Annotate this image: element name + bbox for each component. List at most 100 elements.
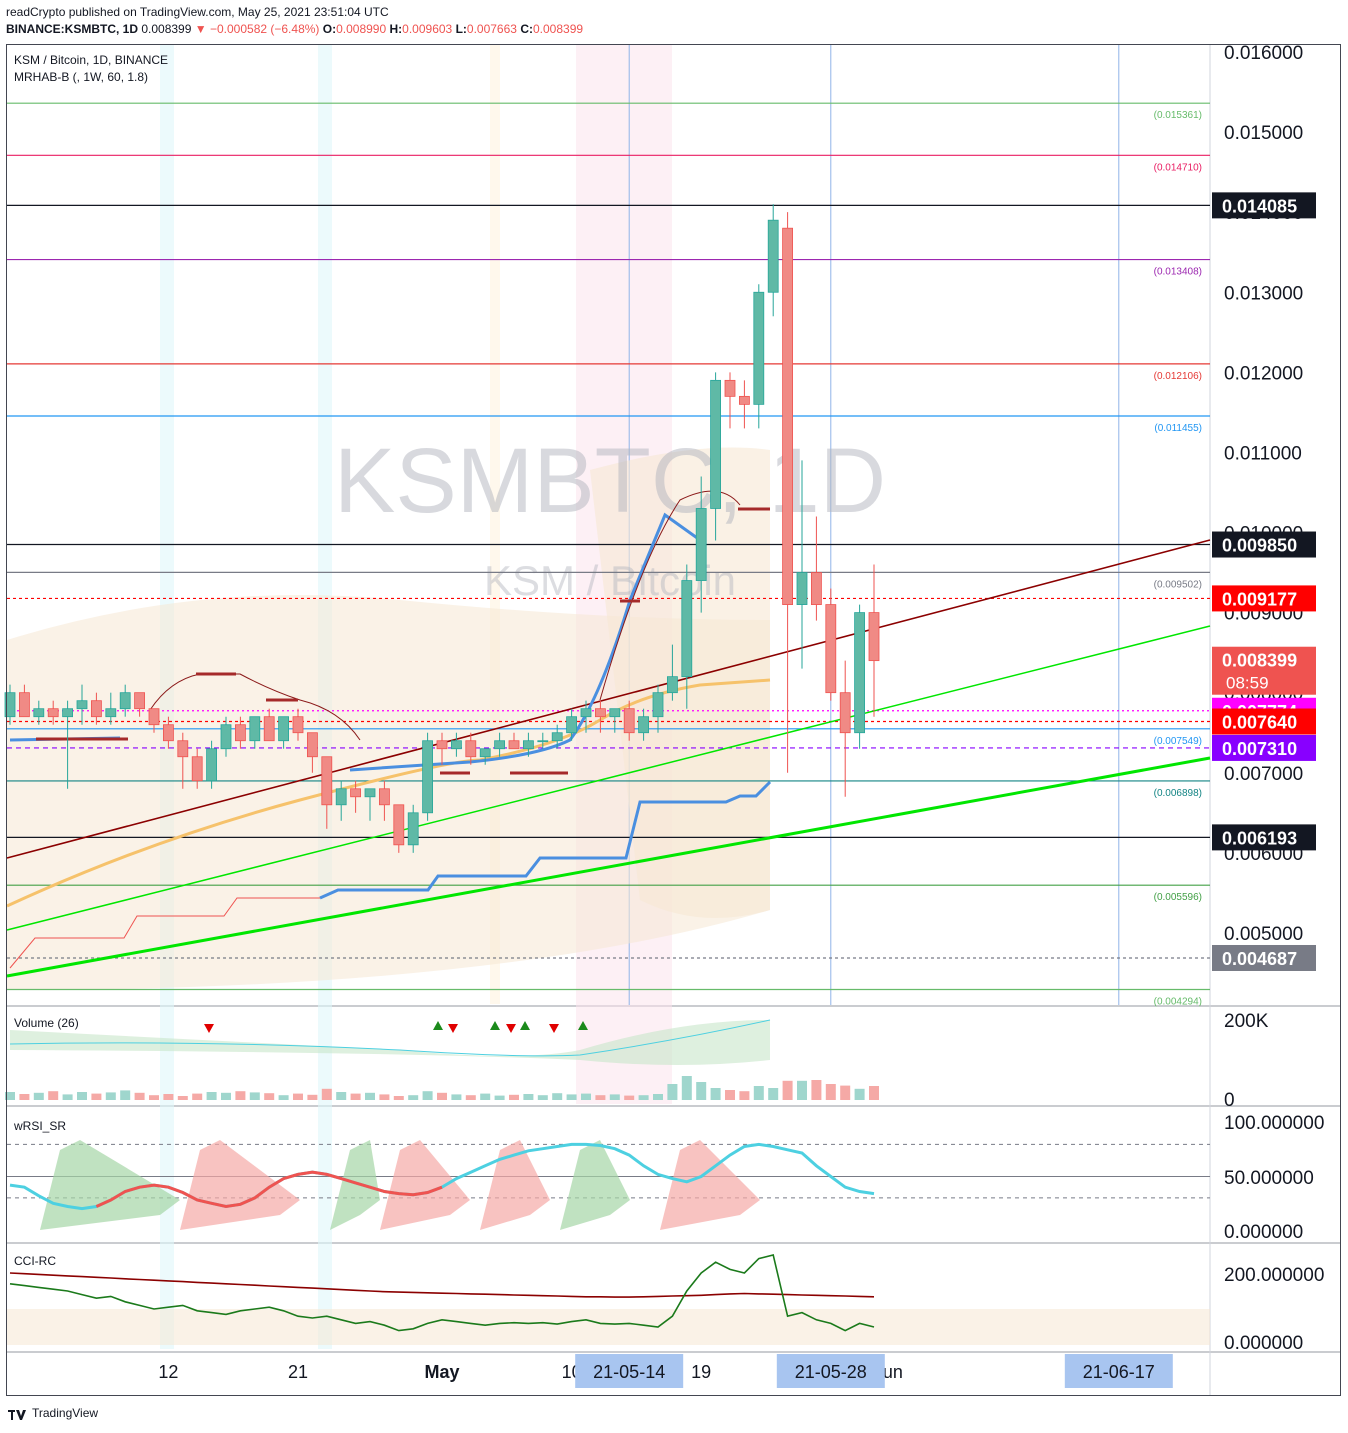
candle-body — [177, 740, 189, 758]
date-marker-label: 21-05-14 — [593, 1362, 665, 1382]
candle-body — [306, 732, 318, 758]
candle-body — [292, 716, 304, 734]
price-badge-text: 0.014085 — [1222, 196, 1297, 216]
price-badge — [1212, 646, 1316, 695]
date-marker-badge — [1064, 1354, 1173, 1388]
volume-bar — [249, 1092, 260, 1100]
volume-bar — [797, 1080, 807, 1100]
volume-bar — [379, 1094, 390, 1100]
candle-body — [407, 812, 419, 846]
volume-bar — [365, 1092, 375, 1100]
volume-bar — [811, 1080, 822, 1100]
volume-bar — [523, 1094, 534, 1100]
y-tick-label: 0.015000 — [1224, 123, 1303, 144]
candle-body — [796, 572, 808, 605]
legend-title: KSM / Bitcoin, 1D, BINANCE — [14, 53, 168, 67]
wrsi-tick: 100.000000 — [1224, 1113, 1324, 1134]
volume-bar — [609, 1094, 620, 1100]
wrsi-ribbon — [480, 1140, 550, 1230]
candle-body — [263, 716, 275, 742]
up-arrow-icon — [490, 1021, 500, 1030]
candle-body — [350, 788, 362, 798]
y-tick-label: 0.007000 — [1224, 764, 1303, 785]
volume-bar — [725, 1090, 735, 1100]
volume-bar — [638, 1095, 649, 1100]
high-value: 0.009603 — [402, 22, 453, 36]
publish-line: readCrypto published on TradingView.com,… — [6, 5, 389, 19]
volume-bar — [177, 1096, 188, 1100]
cci-title: CCI-RC — [14, 1254, 56, 1268]
volume-bar — [62, 1094, 73, 1100]
candle-body — [667, 676, 678, 694]
down-arrow-icon — [448, 1024, 458, 1033]
candle-body — [494, 740, 506, 750]
price-badge-text: 0.007640 — [1222, 713, 1297, 733]
candle-body — [91, 700, 102, 718]
volume-bar — [768, 1088, 779, 1100]
volume-bar — [869, 1086, 879, 1100]
price-line-label: (0.011455) — [1154, 423, 1202, 434]
chart-frame — [6, 44, 1341, 1396]
wrsi-ribbon — [560, 1140, 630, 1230]
volume-bar — [336, 1092, 347, 1100]
volume-bar — [5, 1092, 15, 1100]
candle-body — [450, 740, 462, 750]
candle-body — [854, 612, 865, 734]
candle-body — [508, 740, 520, 750]
candle-body — [191, 756, 203, 782]
candle-body — [523, 740, 534, 750]
price-line-label: (0.013408) — [1154, 267, 1202, 278]
price-badge — [1212, 192, 1316, 219]
last-price: 0.008399 — [141, 22, 192, 36]
price-badge-text: 0.009177 — [1222, 589, 1297, 609]
volume-bar — [739, 1091, 750, 1100]
volume-title: Volume (26) — [14, 1016, 79, 1030]
volume-tick: 0 — [1224, 1090, 1235, 1111]
volume-bar — [149, 1095, 159, 1100]
price-line-label: (0.014710) — [1154, 162, 1202, 173]
candle-body — [465, 740, 477, 758]
volume-bar — [667, 1084, 678, 1100]
trend-line — [6, 625, 1211, 931]
volume-bar — [595, 1095, 606, 1100]
wrsi-ribbon — [380, 1140, 470, 1230]
volume-bar — [134, 1092, 145, 1100]
price-line-label: (0.009502) — [1154, 579, 1202, 590]
volume-bar — [696, 1082, 707, 1100]
footer-brand: TradingView — [32, 1406, 99, 1420]
price-line-label: (0.006898) — [1154, 788, 1202, 799]
y-tick-label: 0.011000 — [1224, 443, 1302, 464]
red-step-line — [9, 897, 320, 969]
volume-bar — [465, 1095, 476, 1100]
volume-bar — [854, 1088, 865, 1100]
ohlc-line: BINANCE:KSMBTC, 1D 0.008399 ▼ −0.000582 … — [6, 22, 584, 36]
tradingview-logo-icon — [8, 1409, 26, 1420]
volume-bar — [408, 1095, 419, 1100]
candle-body — [479, 748, 491, 758]
cci-band — [7, 1309, 1210, 1345]
candle-body — [220, 724, 232, 750]
volume-bar — [451, 1094, 462, 1100]
price-line-label: (0.005596) — [1154, 892, 1202, 903]
volume-bar — [235, 1091, 246, 1100]
volume-bar — [840, 1085, 851, 1100]
y-tick-label: 0.012000 — [1224, 363, 1303, 384]
candle-body — [868, 612, 880, 662]
candle-body — [595, 708, 606, 718]
wrsi-title: wRSI_SR — [13, 1119, 66, 1133]
volume-bar — [264, 1093, 275, 1100]
volume-bar — [278, 1095, 289, 1100]
x-tick-label: 12 — [158, 1362, 178, 1382]
price-line-label: (0.007549) — [1154, 736, 1202, 747]
price-badge — [1212, 585, 1316, 612]
candle-body — [681, 580, 693, 678]
price-badge-countdown: 08:59 — [1226, 674, 1269, 693]
volume-bar — [33, 1092, 44, 1100]
candle-body — [234, 724, 246, 742]
volume-bar — [163, 1094, 174, 1100]
cci-line — [9, 1254, 875, 1332]
candle-body — [753, 291, 765, 405]
candle-body — [33, 708, 45, 718]
volume-bar — [782, 1080, 793, 1100]
